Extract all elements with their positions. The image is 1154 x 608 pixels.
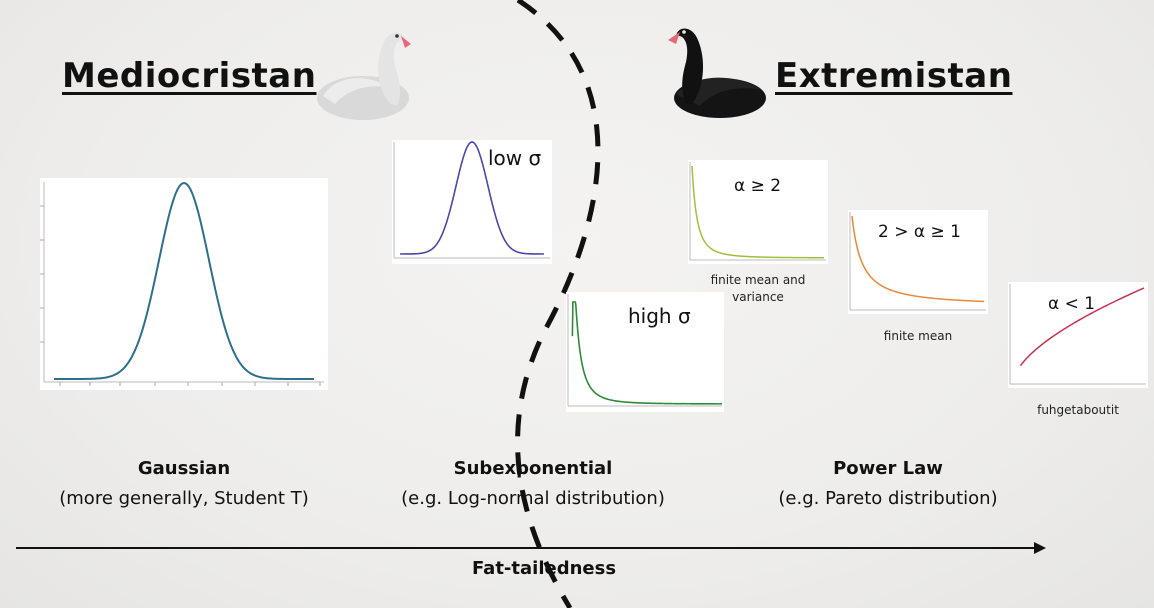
low-sigma-label: low σ — [488, 146, 542, 170]
category-subexponential-subtitle: (e.g. Log-normal distribution) — [401, 488, 665, 509]
category-power-law-subtitle: (e.g. Pareto distribution) — [778, 488, 998, 509]
alpha-1-2-caption: finite mean — [883, 329, 953, 343]
alpha-lt-1-caption: fuhgetaboutit — [1037, 403, 1119, 417]
alpha-ge-2-caption: finite mean and variance — [710, 273, 806, 304]
high-sigma-plot: high σ — [566, 292, 724, 412]
category-subexponential-title: Subexponential — [453, 458, 613, 479]
black-swan-icon — [668, 28, 766, 118]
alpha-1-2-curve — [851, 215, 985, 303]
alpha-ge-2-curve — [691, 165, 824, 259]
low-sigma-curve — [399, 141, 545, 255]
fat-tailedness-label: Fat-tailedness — [471, 558, 617, 579]
alpha-1-2-label: 2 > α ≥ 1 — [878, 222, 961, 242]
alpha-lt-1-plot: α < 1 — [1008, 282, 1148, 388]
alpha-lt-1-label: α < 1 — [1048, 294, 1096, 314]
gaussian-curve — [40, 181, 324, 386]
gaussian-plot — [40, 178, 328, 390]
alpha-ge-2-label: α ≥ 2 — [734, 176, 782, 196]
heading-mediocristan: Mediocristan — [62, 56, 317, 96]
white-swan-icon — [317, 32, 411, 120]
category-gaussian-subtitle: (more generally, Student T) — [59, 488, 309, 509]
category-power-law-title: Power Law — [833, 458, 943, 479]
fat-tailedness-arrow — [16, 542, 1046, 554]
alpha-lt-1-curve — [1019, 287, 1145, 367]
high-sigma-label: high σ — [628, 304, 691, 328]
high-sigma-curve — [571, 301, 722, 405]
heading-extremistan: Extremistan — [775, 56, 1013, 96]
category-gaussian-title: Gaussian — [137, 458, 231, 479]
alpha-1-2-plot: 2 > α ≥ 1 — [848, 210, 988, 314]
alpha-ge-2-plot: α ≥ 2 — [688, 160, 828, 264]
low-sigma-plot: low σ — [392, 140, 552, 264]
